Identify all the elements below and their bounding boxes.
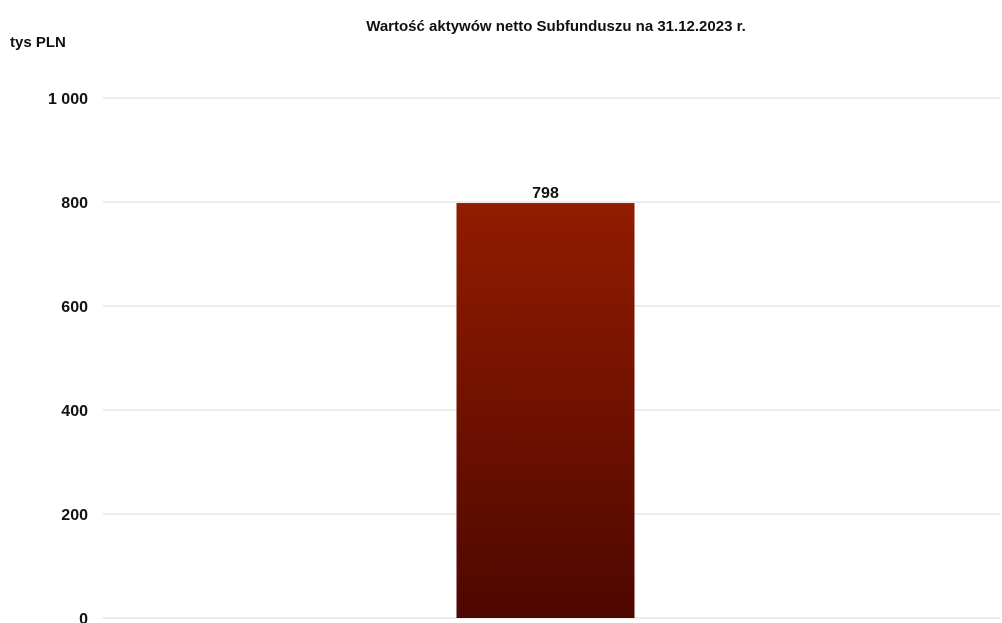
y-axis-label: tys PLN	[10, 34, 66, 51]
y-tick-label: 800	[61, 195, 88, 212]
bar	[456, 203, 635, 619]
y-tick-label: 400	[61, 403, 88, 420]
chart-title: Wartość aktywów netto Subfunduszu na 31.…	[366, 18, 746, 35]
y-tick-label: 0	[79, 611, 88, 623]
y-tick-label: 200	[61, 507, 88, 524]
y-tick-label: 600	[61, 299, 88, 316]
bar-data-label: 798	[532, 185, 559, 202]
y-tick-label: 1 000	[48, 91, 88, 108]
